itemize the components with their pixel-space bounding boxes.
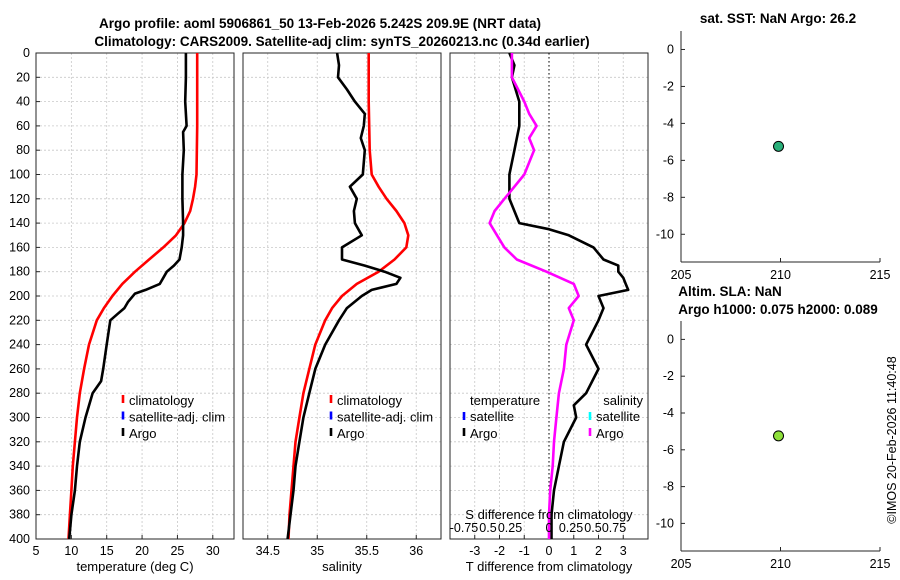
legend-label: satellite-adj. clim [337,410,433,425]
y-tick-label: 80 [16,143,30,157]
legend-label: satellite-adj. clim [129,410,225,425]
y-tick-label: 320 [9,435,30,449]
y-tick-label: 380 [9,508,30,522]
legend-label: Argo [337,426,364,441]
x-axis-label: salinity [322,559,362,574]
series-line-climatology [287,53,410,540]
x-tick-label: 34.5 [256,544,280,558]
x-tick-label: -3 [469,544,480,558]
x2-tick-label: 0.5 [479,521,496,535]
x-tick-label: 205 [671,557,692,571]
x-axis-label: T difference from climatology [466,559,633,574]
y-tick-label: 220 [9,313,30,327]
x-tick-label: 25 [170,544,184,558]
series-line-Argo [67,53,188,540]
y-tick-label: 340 [9,459,30,473]
title-line2: Climatology: CARS2009. Satellite-adj cli… [94,34,589,49]
y-tick-label: -10 [656,227,674,241]
series-line-salinity-Argo [488,53,581,539]
y-tick-label: 360 [9,483,30,497]
y-tick-label: 60 [16,119,30,133]
y-tick-label: -2 [663,369,674,383]
title-line1: Argo profile: aoml 5906861_50 13-Feb-202… [99,16,541,31]
y-tick-label: -8 [663,190,674,204]
y-tick-label: 0 [23,46,30,60]
y-tick-label: 0 [667,42,674,56]
y-tick-label: -2 [663,79,674,93]
x-tick-label: -2 [494,544,505,558]
x-tick-label: 35.5 [355,544,379,558]
y-tick-label: 160 [9,240,30,254]
x-axis-label-secondary: S difference from climatology [465,507,633,522]
sst-panel-title: sat. SST: NaN Argo: 26.2 [700,11,856,26]
x2-tick-label: 0.5 [584,521,601,535]
x-tick-label: 15 [100,544,114,558]
x2-tick-label: 0.75 [602,521,626,535]
x-tick-label: 205 [671,268,692,282]
x2-tick-label: 0 [546,521,553,535]
y-tick-label: -4 [663,406,674,420]
y-tick-label: -8 [663,480,674,494]
legend-label: satellite [470,409,514,424]
y-tick-label: 20 [16,70,30,84]
x-tick-label: 5 [33,544,40,558]
sla-marker [773,430,785,442]
legend-label-salinity: salinity [603,393,643,408]
legend-label-temperature: temperature [470,393,540,408]
y-tick-label: 180 [9,265,30,279]
y-tick-label: 300 [9,411,30,425]
salinity-frame [242,52,442,540]
x-tick-label: 1 [570,544,577,558]
x-tick-label: 210 [770,268,791,282]
y-tick-label: 240 [9,338,30,352]
legend-label: Argo [596,426,623,441]
y-tick-label: -6 [663,443,674,457]
watermark: ©IMOS 20-Feb-2026 11:40:48 [885,356,899,523]
y-tick-label: 40 [16,95,30,109]
x-tick-label: -1 [519,544,530,558]
x-tick-label: 3 [620,544,627,558]
x-tick-label: 215 [870,557,891,571]
legend-label: satellite [596,409,640,424]
legend-label: Argo [470,426,497,441]
x2-tick-label: -0.75 [450,521,479,535]
y-tick-label: 0 [667,332,674,346]
y-tick-label: -4 [663,116,674,130]
series-line-Argo [286,52,402,540]
series-line-temperature-Argo [508,52,630,539]
x2-tick-label: 0.25 [498,521,522,535]
y-tick-label: 400 [9,532,30,546]
y-tick-label: 280 [9,386,30,400]
y-tick-label: 260 [9,362,30,376]
sst-marker [773,140,785,152]
x-tick-label: 20 [135,544,149,558]
y-tick-label: -6 [663,153,674,167]
y-tick-label: 200 [9,289,30,303]
x-tick-label: 2 [595,544,602,558]
legend-label: climatology [129,393,195,408]
y-tick-label: 100 [9,168,30,182]
x-tick-label: 0 [546,544,553,558]
x-tick-label: 10 [64,544,78,558]
x-tick-label: 30 [206,544,220,558]
sla-panel-subtitle: Argo h1000: 0.075 h2000: 0.089 [678,302,878,317]
y-tick-label: 120 [9,192,30,206]
legend-label: climatology [337,393,403,408]
y-tick-label: 140 [9,216,30,230]
x-tick-label: 210 [770,557,791,571]
series-line-climatology [67,53,199,540]
x-tick-label: 35 [310,544,324,558]
x2-tick-label: 0.25 [559,521,583,535]
sla-panel-title: Altim. SLA: NaN [678,284,782,299]
x-axis-label: temperature (deg C) [76,559,193,574]
x-tick-label: 215 [870,268,891,282]
legend-label: Argo [129,426,156,441]
y-tick-label: -10 [656,516,674,530]
x-tick-label: 36 [409,544,423,558]
